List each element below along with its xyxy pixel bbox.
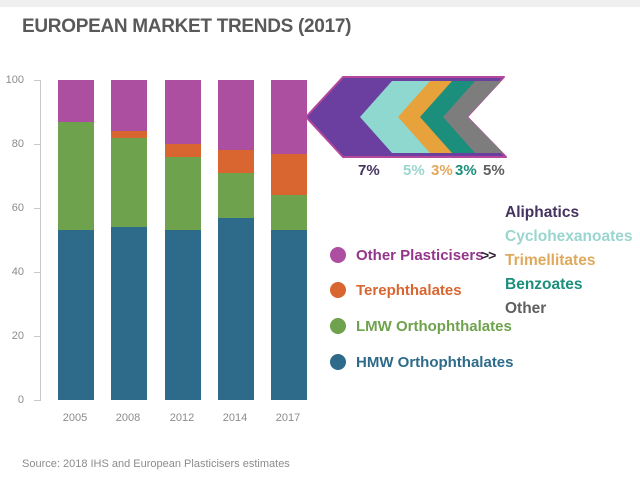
x-axis-label: 2017 <box>275 412 301 424</box>
page-title: EUROPEAN MARKET TRENDS (2017) <box>22 16 352 37</box>
bar-segment-hmw-orthophthalates <box>218 217 254 400</box>
y-axis-tick <box>34 207 41 209</box>
y-axis-labels: 0 20 40 60 80 100 <box>2 74 34 406</box>
legend-pointer-chevrons: >> <box>481 247 496 263</box>
breakout-item-other: Other <box>505 300 547 317</box>
breakout-pct-aliphatics: 7% <box>358 162 380 179</box>
bar-segment-lmw-orthophthalates <box>111 137 147 228</box>
legend-item-terephthalates: Terephthalates <box>330 279 462 301</box>
legend-color-dot <box>330 318 346 334</box>
stacked-bar-2017 <box>271 80 307 400</box>
bar-segment-lmw-orthophthalates <box>218 172 254 218</box>
stacked-bar-2014 <box>218 80 254 400</box>
y-axis-tick-label: 100 <box>5 74 24 86</box>
legend-color-dot <box>330 354 346 370</box>
bar-segment-terephthalates <box>271 153 307 196</box>
x-axis-label: 2008 <box>115 412 141 424</box>
breakout-list: Aliphatics Cyclohexanoates Trimellitates Be… <box>505 201 633 321</box>
bar-segment-terephthalates <box>111 131 147 138</box>
legend-item-label: LMW Orthophthalates <box>356 317 512 335</box>
legend-color-dot <box>330 247 346 263</box>
breakout-item-trimellitates: Trimellitates <box>505 252 596 269</box>
bar-segment-other-plasticisers <box>111 80 147 132</box>
bar-segment-terephthalates <box>218 150 254 173</box>
stacked-bar-2008 <box>111 80 147 400</box>
y-axis-tick-label: 60 <box>11 202 24 214</box>
x-axis-label: 2012 <box>169 412 195 424</box>
breakout-pct-benzoates: 3% <box>455 162 477 179</box>
stacked-bar-2005 <box>58 80 94 400</box>
y-axis-tick <box>34 335 41 337</box>
arrow-chevron-other <box>443 81 503 153</box>
plot-area <box>34 79 312 401</box>
legend-item-other-plasticisers: Other Plasticisers <box>330 244 484 266</box>
y-axis-tick <box>34 271 41 273</box>
legend-color-dot <box>330 282 346 298</box>
top-edge-strip <box>0 0 640 7</box>
breakout-pct-trimellitates: 3% <box>431 162 453 179</box>
bar-segment-hmw-orthophthalates <box>111 227 147 400</box>
bar-segment-hmw-orthophthalates <box>271 230 307 400</box>
bar-segment-terephthalates <box>165 144 201 157</box>
y-axis-tick-label: 0 <box>17 394 24 406</box>
y-axis-tick <box>34 399 41 401</box>
stacked-bar-2012 <box>165 80 201 400</box>
bar-segment-other-plasticisers <box>58 80 94 122</box>
breakout-pct-cyclohexanoates: 5% <box>403 162 425 179</box>
legend-item-lmw-orthophthalates: LMW Orthophthalates <box>330 315 512 337</box>
x-axis-label: 2005 <box>62 412 88 424</box>
y-axis-tick <box>34 79 41 81</box>
breakout-item-aliphatics: Aliphatics <box>505 204 580 221</box>
breakout-item-benzoates: Benzoates <box>505 276 583 293</box>
x-axis-label: 2014 <box>222 412 248 424</box>
bar-segment-other-plasticisers <box>165 80 201 145</box>
legend-item-label: HMW Orthophthalates <box>356 353 514 371</box>
y-axis-tick-label: 40 <box>11 266 24 278</box>
y-axis-tick-label: 80 <box>11 138 24 150</box>
source-note: Source: 2018 IHS and European Plasticise… <box>22 458 290 470</box>
legend-item-hmw-orthophthalates: HMW Orthophthalates <box>330 351 514 373</box>
breakout-pct-other: 5% <box>483 162 505 179</box>
bar-segment-lmw-orthophthalates <box>165 156 201 231</box>
bar-segment-lmw-orthophthalates <box>271 195 307 231</box>
bar-segment-other-plasticisers <box>218 80 254 151</box>
bar-segment-hmw-orthophthalates <box>165 230 201 400</box>
legend-item-label: Other Plasticisers <box>356 246 484 264</box>
breakout-arrow-graphic <box>305 76 507 158</box>
bar-segment-other-plasticisers <box>271 80 307 154</box>
breakout-item-cyclohexanoates: Cyclohexanoates <box>505 228 633 245</box>
y-axis-tick-label: 20 <box>11 330 24 342</box>
bar-segment-hmw-orthophthalates <box>58 230 94 400</box>
y-axis-tick <box>34 143 41 145</box>
legend-item-label: Terephthalates <box>356 281 462 299</box>
bar-segment-lmw-orthophthalates <box>58 121 94 231</box>
